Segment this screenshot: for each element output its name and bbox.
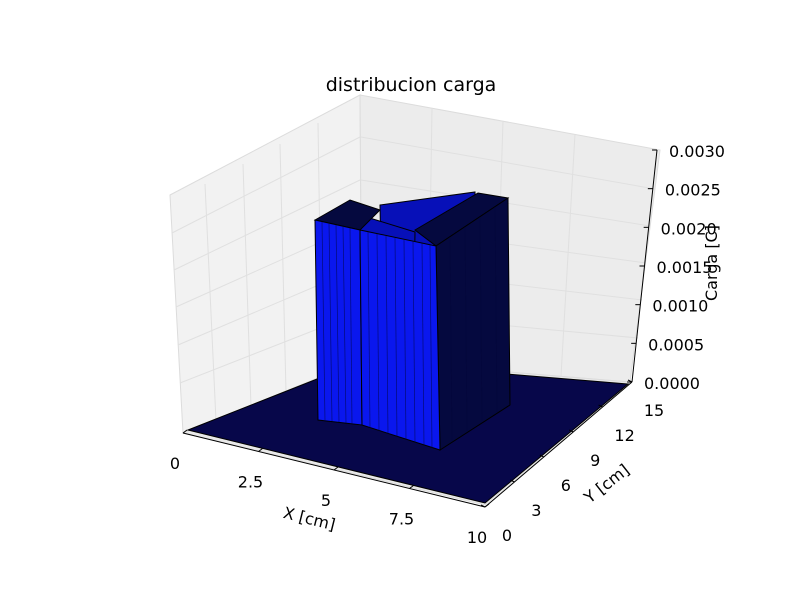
y-tick-mark: [480, 504, 486, 508]
y-axis-ticks: 03 69 12 15: [480, 379, 664, 545]
y-axis-label: Y [cm]: [580, 460, 633, 507]
x-tick-label: 2.5: [238, 473, 263, 492]
z-tick-label: 0.0030: [669, 142, 725, 161]
z-tick-label: 0.0020: [661, 219, 717, 238]
y-tick-mark: [568, 429, 574, 433]
z-tick-label: 0.0025: [665, 181, 721, 200]
z-axis-ticks: 0.0000 0.0005 0.0010 0.0015 0.0020 0.0025 0.00…: [627, 142, 725, 393]
y-tick-label: 6: [561, 476, 571, 495]
y-tick-label: 12: [614, 426, 634, 445]
z-axis-label: Carga [C]: [702, 225, 721, 301]
x-tick-mark: [182, 429, 188, 434]
y-tick-mark: [598, 404, 603, 408]
x-tick-mark: [409, 485, 414, 489]
z-tick-label: 0.0005: [648, 335, 704, 354]
x-tick-mark: [484, 503, 490, 508]
y-tick-mark: [539, 454, 545, 458]
surface-front-face: [359, 229, 441, 451]
x-tick-mark: [258, 448, 263, 452]
chart-title: distribucion carga: [326, 74, 497, 96]
y-tick-label: 3: [531, 501, 541, 520]
x-tick-mark: [333, 466, 339, 471]
surface-raised: [313, 191, 511, 451]
surface-mesh: [321, 206, 498, 449]
z-tick-label: 0.0010: [652, 297, 708, 316]
y-tick-label: 9: [590, 451, 600, 470]
x-tick-label: 10: [467, 528, 487, 547]
y-tick-label: 0: [502, 526, 512, 545]
y-tick-label: 15: [644, 401, 664, 420]
z-tick-label: 0.0015: [657, 258, 713, 277]
y-tick-mark: [510, 479, 515, 483]
x-tick-label: 5: [321, 491, 331, 510]
x-axis-ticks: 0 2.5 5 7.5 10: [170, 429, 490, 547]
x-tick-label: 7.5: [389, 510, 414, 529]
x-tick-label: 0: [170, 454, 180, 473]
z-tick-label: 0.0000: [644, 374, 700, 393]
